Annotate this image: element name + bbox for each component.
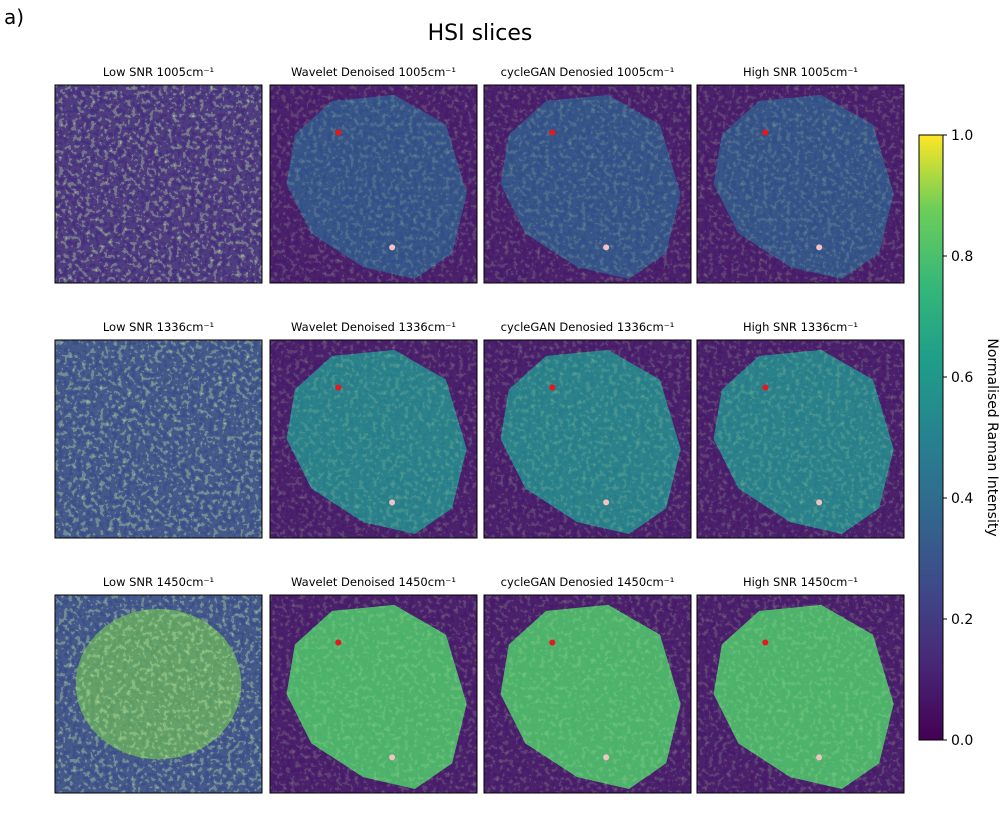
image-noise [697,340,904,538]
panel-frame [483,339,692,539]
panel-frame [269,594,478,794]
colorbar-label: Normalised Raman Intensity [984,338,1000,536]
colorbar [918,134,944,741]
panel-frame [54,339,263,539]
panel-image [269,84,478,284]
panel-image [483,84,692,284]
panel-title: Low SNR 1450cm⁻¹ [103,575,214,589]
panel-title: cycleGAN Denosied 1450cm⁻¹ [501,575,675,589]
panel-image [269,594,478,794]
image-noise [697,595,904,793]
image-noise [270,85,477,283]
colorbar-tick-label: 0.2 [951,612,973,628]
marker-pink [816,244,823,251]
panel-image [696,84,905,284]
panel-frame [696,84,905,284]
colorbar-tick-label: 0.0 [951,733,973,749]
image-noise [55,595,262,793]
marker-red [335,129,342,136]
image-noise [55,340,262,538]
panel-title: Wavelet Denoised 1450cm⁻¹ [291,575,456,589]
panel-frame [269,84,478,284]
panel-frame [696,339,905,539]
image-noise [484,85,691,283]
panel-title: High SNR 1005cm⁻¹ [743,65,858,79]
image-noise [270,595,477,793]
panel-frame [54,84,263,284]
image-noise [484,340,691,538]
marker-pink [389,754,396,761]
marker-red [549,129,556,136]
marker-red [762,384,769,391]
panel-image [54,339,263,539]
image-noise [270,340,477,538]
image-noise [697,85,904,283]
panel-title: Wavelet Denoised 1005cm⁻¹ [291,65,456,79]
panel-label: a) [4,5,24,29]
marker-red [549,384,556,391]
marker-pink [816,499,823,506]
panel-frame [483,84,692,284]
colorbar-tick-label: 0.6 [951,370,973,386]
panel-image [54,594,263,794]
image-noise [484,595,691,793]
panel-title: Low SNR 1336cm⁻¹ [103,320,214,334]
panel-image [54,84,263,284]
marker-red [549,639,556,646]
colorbar-tick-label: 1.0 [951,128,973,144]
panel-frame [483,594,692,794]
panel-title: High SNR 1336cm⁻¹ [743,320,858,334]
panel-image [483,594,692,794]
marker-pink [603,244,610,251]
image-noise [55,85,262,283]
marker-pink [603,754,610,761]
colorbar-tick-label: 0.4 [951,491,973,507]
marker-pink [389,244,396,251]
marker-pink [603,499,610,506]
marker-red [335,384,342,391]
marker-red [762,639,769,646]
marker-pink [816,754,823,761]
panel-title: cycleGAN Denosied 1336cm⁻¹ [501,320,675,334]
colorbar-tick-label: 0.8 [951,249,973,265]
marker-pink [389,499,396,506]
panel-title: Wavelet Denoised 1336cm⁻¹ [291,320,456,334]
panel-title: Low SNR 1005cm⁻¹ [103,65,214,79]
panel-image [696,339,905,539]
panel-frame [54,594,263,794]
panel-frame [269,339,478,539]
panel-title: High SNR 1450cm⁻¹ [743,575,858,589]
figure-title: HSI slices [428,21,533,46]
marker-red [335,639,342,646]
panel-image [483,339,692,539]
panel-image [269,339,478,539]
panel-image [696,594,905,794]
panel-title: cycleGAN Denosied 1005cm⁻¹ [501,65,675,79]
marker-red [762,129,769,136]
panel-frame [696,594,905,794]
